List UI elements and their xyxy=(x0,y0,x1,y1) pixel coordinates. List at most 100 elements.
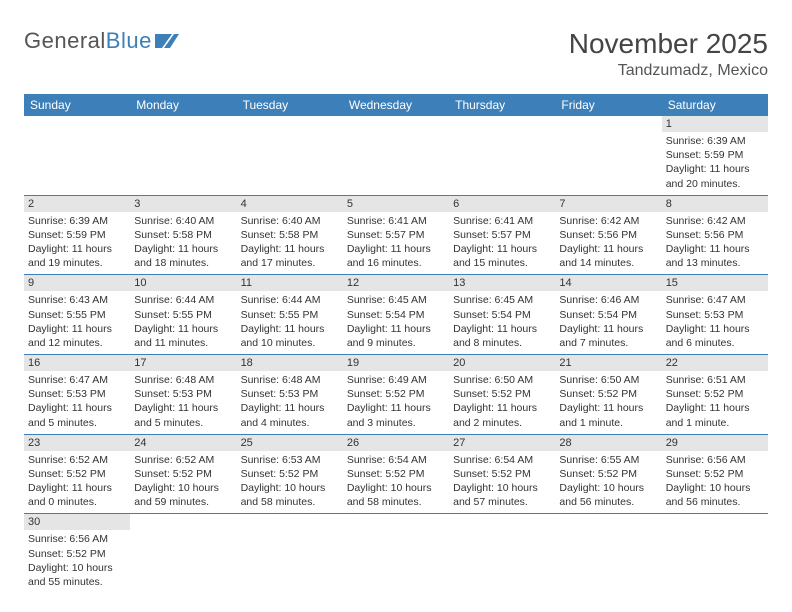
calendar-cell: 6Sunrise: 6:41 AMSunset: 5:57 PMDaylight… xyxy=(449,195,555,275)
header: GeneralBlue November 2025 Tandzumadz, Me… xyxy=(24,28,768,80)
day-number: 24 xyxy=(130,435,236,451)
day-content: Sunrise: 6:53 AMSunset: 5:52 PMDaylight:… xyxy=(237,451,343,514)
day-number: 8 xyxy=(662,196,768,212)
day-content: Sunrise: 6:47 AMSunset: 5:53 PMDaylight:… xyxy=(662,291,768,354)
calendar-cell: 25Sunrise: 6:53 AMSunset: 5:52 PMDayligh… xyxy=(237,434,343,514)
day-number: 28 xyxy=(555,435,661,451)
calendar-cell xyxy=(237,514,343,593)
logo: GeneralBlue xyxy=(24,28,180,54)
calendar-cell: 7Sunrise: 6:42 AMSunset: 5:56 PMDaylight… xyxy=(555,195,661,275)
day-number: 22 xyxy=(662,355,768,371)
calendar-cell: 18Sunrise: 6:48 AMSunset: 5:53 PMDayligh… xyxy=(237,355,343,435)
day-number: 21 xyxy=(555,355,661,371)
calendar-cell: 24Sunrise: 6:52 AMSunset: 5:52 PMDayligh… xyxy=(130,434,236,514)
day-number: 15 xyxy=(662,275,768,291)
calendar-cell xyxy=(343,514,449,593)
day-content: Sunrise: 6:40 AMSunset: 5:58 PMDaylight:… xyxy=(237,212,343,275)
calendar-cell xyxy=(130,116,236,195)
calendar-cell xyxy=(24,116,130,195)
weekday-header: Saturday xyxy=(662,94,768,116)
day-content: Sunrise: 6:42 AMSunset: 5:56 PMDaylight:… xyxy=(662,212,768,275)
day-content: Sunrise: 6:39 AMSunset: 5:59 PMDaylight:… xyxy=(24,212,130,275)
calendar-cell: 20Sunrise: 6:50 AMSunset: 5:52 PMDayligh… xyxy=(449,355,555,435)
day-content: Sunrise: 6:51 AMSunset: 5:52 PMDaylight:… xyxy=(662,371,768,434)
weekday-header: Tuesday xyxy=(237,94,343,116)
day-number: 20 xyxy=(449,355,555,371)
day-content: Sunrise: 6:50 AMSunset: 5:52 PMDaylight:… xyxy=(555,371,661,434)
day-content: Sunrise: 6:46 AMSunset: 5:54 PMDaylight:… xyxy=(555,291,661,354)
day-content: Sunrise: 6:48 AMSunset: 5:53 PMDaylight:… xyxy=(130,371,236,434)
day-number: 29 xyxy=(662,435,768,451)
day-number: 7 xyxy=(555,196,661,212)
day-number: 23 xyxy=(24,435,130,451)
calendar-head: SundayMondayTuesdayWednesdayThursdayFrid… xyxy=(24,94,768,116)
day-content: Sunrise: 6:52 AMSunset: 5:52 PMDaylight:… xyxy=(24,451,130,514)
day-number: 25 xyxy=(237,435,343,451)
calendar-table: SundayMondayTuesdayWednesdayThursdayFrid… xyxy=(24,94,768,593)
calendar-cell: 8Sunrise: 6:42 AMSunset: 5:56 PMDaylight… xyxy=(662,195,768,275)
day-number: 1 xyxy=(662,116,768,132)
day-number: 11 xyxy=(237,275,343,291)
logo-flag-icon xyxy=(154,32,180,50)
day-number: 13 xyxy=(449,275,555,291)
calendar-cell: 27Sunrise: 6:54 AMSunset: 5:52 PMDayligh… xyxy=(449,434,555,514)
calendar-cell xyxy=(237,116,343,195)
calendar-cell xyxy=(555,116,661,195)
day-number: 17 xyxy=(130,355,236,371)
day-number: 6 xyxy=(449,196,555,212)
day-content: Sunrise: 6:47 AMSunset: 5:53 PMDaylight:… xyxy=(24,371,130,434)
logo-text-1: General xyxy=(24,28,106,54)
day-content: Sunrise: 6:48 AMSunset: 5:53 PMDaylight:… xyxy=(237,371,343,434)
calendar-cell xyxy=(343,116,449,195)
calendar-cell: 21Sunrise: 6:50 AMSunset: 5:52 PMDayligh… xyxy=(555,355,661,435)
calendar-cell xyxy=(130,514,236,593)
calendar-cell: 12Sunrise: 6:45 AMSunset: 5:54 PMDayligh… xyxy=(343,275,449,355)
day-content: Sunrise: 6:56 AMSunset: 5:52 PMDaylight:… xyxy=(24,530,130,593)
calendar-cell: 11Sunrise: 6:44 AMSunset: 5:55 PMDayligh… xyxy=(237,275,343,355)
day-content: Sunrise: 6:54 AMSunset: 5:52 PMDaylight:… xyxy=(449,451,555,514)
location: Tandzumadz, Mexico xyxy=(569,62,768,80)
day-content: Sunrise: 6:49 AMSunset: 5:52 PMDaylight:… xyxy=(343,371,449,434)
calendar-cell: 5Sunrise: 6:41 AMSunset: 5:57 PMDaylight… xyxy=(343,195,449,275)
day-content: Sunrise: 6:42 AMSunset: 5:56 PMDaylight:… xyxy=(555,212,661,275)
day-content: Sunrise: 6:43 AMSunset: 5:55 PMDaylight:… xyxy=(24,291,130,354)
calendar-cell: 17Sunrise: 6:48 AMSunset: 5:53 PMDayligh… xyxy=(130,355,236,435)
day-number: 3 xyxy=(130,196,236,212)
weekday-header: Friday xyxy=(555,94,661,116)
day-number: 26 xyxy=(343,435,449,451)
calendar-cell: 13Sunrise: 6:45 AMSunset: 5:54 PMDayligh… xyxy=(449,275,555,355)
weekday-header: Monday xyxy=(130,94,236,116)
calendar-cell: 4Sunrise: 6:40 AMSunset: 5:58 PMDaylight… xyxy=(237,195,343,275)
day-number: 19 xyxy=(343,355,449,371)
day-number: 16 xyxy=(24,355,130,371)
day-content: Sunrise: 6:41 AMSunset: 5:57 PMDaylight:… xyxy=(343,212,449,275)
day-number: 12 xyxy=(343,275,449,291)
calendar-cell: 9Sunrise: 6:43 AMSunset: 5:55 PMDaylight… xyxy=(24,275,130,355)
day-content: Sunrise: 6:45 AMSunset: 5:54 PMDaylight:… xyxy=(449,291,555,354)
calendar-cell xyxy=(555,514,661,593)
calendar-cell: 23Sunrise: 6:52 AMSunset: 5:52 PMDayligh… xyxy=(24,434,130,514)
day-content: Sunrise: 6:54 AMSunset: 5:52 PMDaylight:… xyxy=(343,451,449,514)
day-number: 4 xyxy=(237,196,343,212)
calendar-cell: 14Sunrise: 6:46 AMSunset: 5:54 PMDayligh… xyxy=(555,275,661,355)
day-number: 9 xyxy=(24,275,130,291)
day-number: 30 xyxy=(24,514,130,530)
calendar-cell: 30Sunrise: 6:56 AMSunset: 5:52 PMDayligh… xyxy=(24,514,130,593)
calendar-cell: 19Sunrise: 6:49 AMSunset: 5:52 PMDayligh… xyxy=(343,355,449,435)
day-content: Sunrise: 6:52 AMSunset: 5:52 PMDaylight:… xyxy=(130,451,236,514)
weekday-header: Sunday xyxy=(24,94,130,116)
calendar-cell xyxy=(449,116,555,195)
day-content: Sunrise: 6:45 AMSunset: 5:54 PMDaylight:… xyxy=(343,291,449,354)
day-content: Sunrise: 6:44 AMSunset: 5:55 PMDaylight:… xyxy=(130,291,236,354)
calendar-cell: 29Sunrise: 6:56 AMSunset: 5:52 PMDayligh… xyxy=(662,434,768,514)
day-content: Sunrise: 6:50 AMSunset: 5:52 PMDaylight:… xyxy=(449,371,555,434)
calendar-cell: 3Sunrise: 6:40 AMSunset: 5:58 PMDaylight… xyxy=(130,195,236,275)
weekday-header: Wednesday xyxy=(343,94,449,116)
day-content: Sunrise: 6:56 AMSunset: 5:52 PMDaylight:… xyxy=(662,451,768,514)
day-content: Sunrise: 6:40 AMSunset: 5:58 PMDaylight:… xyxy=(130,212,236,275)
calendar-cell: 28Sunrise: 6:55 AMSunset: 5:52 PMDayligh… xyxy=(555,434,661,514)
weekday-header: Thursday xyxy=(449,94,555,116)
calendar-cell xyxy=(449,514,555,593)
day-content: Sunrise: 6:44 AMSunset: 5:55 PMDaylight:… xyxy=(237,291,343,354)
calendar-cell: 1Sunrise: 6:39 AMSunset: 5:59 PMDaylight… xyxy=(662,116,768,195)
